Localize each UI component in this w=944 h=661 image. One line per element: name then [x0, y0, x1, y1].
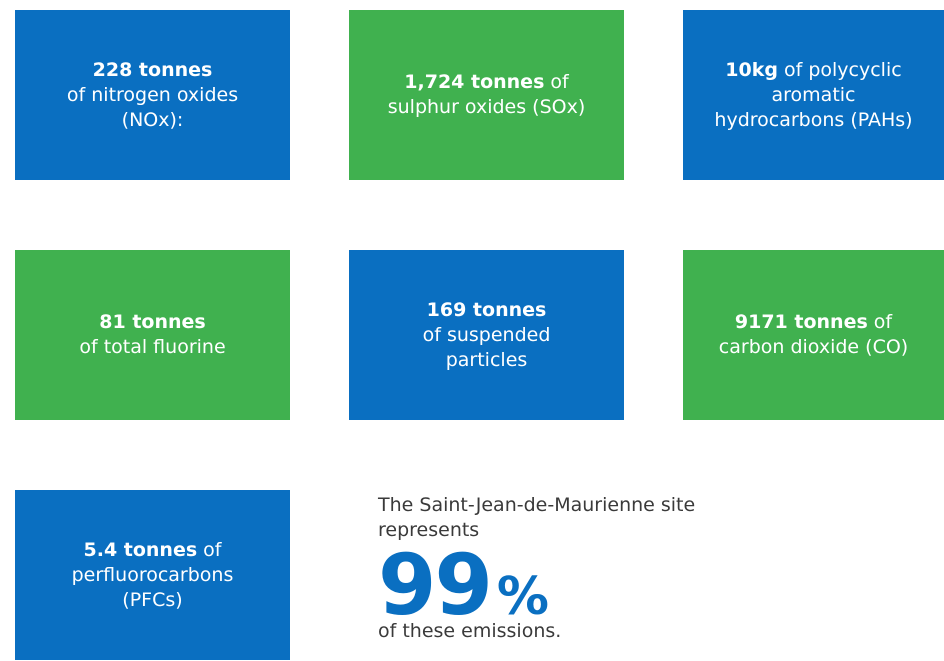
box-amount: 1,724 tonnes	[404, 71, 545, 93]
box-text: of suspended	[422, 323, 551, 346]
box-amount: 169 tonnes	[426, 298, 547, 321]
box-text: sulphur oxides (SOx)	[387, 96, 586, 118]
box-amount: 228 tonnes	[92, 58, 213, 81]
box-amount: 10kg	[725, 58, 778, 81]
box-line: 5.4 tonnes of	[84, 538, 222, 563]
box-line: particles	[446, 348, 528, 373]
statement-figure-row: 99%	[378, 543, 778, 627]
box-text: aromatic	[771, 83, 856, 106]
box-amount: 9171 tonnes	[734, 311, 868, 333]
emission-box: 9171 tonnes of carbon dioxide (CO)	[683, 250, 944, 420]
statement: The Saint-Jean-de-Maurienne site represe…	[378, 493, 778, 644]
box-text: of polycyclic	[783, 58, 902, 81]
box-line: sulphur oxides (SOx)	[388, 95, 586, 120]
emission-box: 5.4 tonnes of perfluorocarbons (PFCs)	[15, 490, 290, 660]
box-line: of total fluorine	[79, 335, 225, 360]
box-line: 1,724 tonnes of	[404, 70, 568, 95]
box-line: 9171 tonnes of	[735, 310, 892, 335]
box-line: hydrocarbons (PAHs)	[714, 108, 912, 133]
box-text: of nitrogen oxides	[66, 83, 239, 106]
box-text: (NOx):	[121, 108, 184, 131]
box-text: hydrocarbons (PAHs)	[714, 108, 913, 131]
box-amount: 81 tonnes	[99, 311, 206, 333]
emission-box: 169 tonnes of suspended particles	[349, 250, 624, 420]
box-text: particles	[445, 348, 528, 371]
emission-box: 1,724 tonnes of sulphur oxides (SOx)	[349, 10, 624, 180]
box-line: of suspended	[423, 323, 551, 348]
box-line: carbon dioxide (CO)	[719, 335, 908, 360]
box-line: (NOx):	[122, 108, 184, 133]
box-line: of nitrogen oxides	[67, 83, 238, 108]
box-line: 228 tonnes	[93, 58, 213, 83]
box-line: 10kg of polycyclic	[725, 58, 901, 83]
box-text: of total fluorine	[79, 336, 226, 358]
statement-figure: 99	[378, 536, 493, 634]
box-line: aromatic	[772, 83, 856, 108]
box-amount: 5.4 tonnes	[83, 538, 198, 561]
box-text: perfluorocarbons	[71, 563, 234, 586]
statement-unit: %	[496, 567, 550, 627]
box-line: perfluorocarbons	[72, 563, 234, 588]
box-text: of	[203, 538, 222, 561]
box-text: carbon dioxide (CO)	[718, 336, 909, 358]
box-text: of	[873, 311, 893, 333]
box-line: 81 tonnes	[99, 310, 205, 335]
box-line: 169 tonnes	[427, 298, 547, 323]
emission-box: 81 tonnes of total fluorine	[15, 250, 290, 420]
box-text: (PFCs)	[122, 588, 183, 611]
box-line: (PFCs)	[122, 588, 182, 613]
emission-box: 10kg of polycyclic aromatic hydrocarbons (P…	[683, 10, 944, 180]
emission-box: 228 tonnes of nitrogen oxides (NOx):	[15, 10, 290, 180]
statement-outro: of these emissions.	[378, 620, 562, 642]
box-text: of	[550, 71, 569, 93]
statement-intro: The Saint-Jean-de-Maurienne site represe…	[378, 494, 696, 541]
